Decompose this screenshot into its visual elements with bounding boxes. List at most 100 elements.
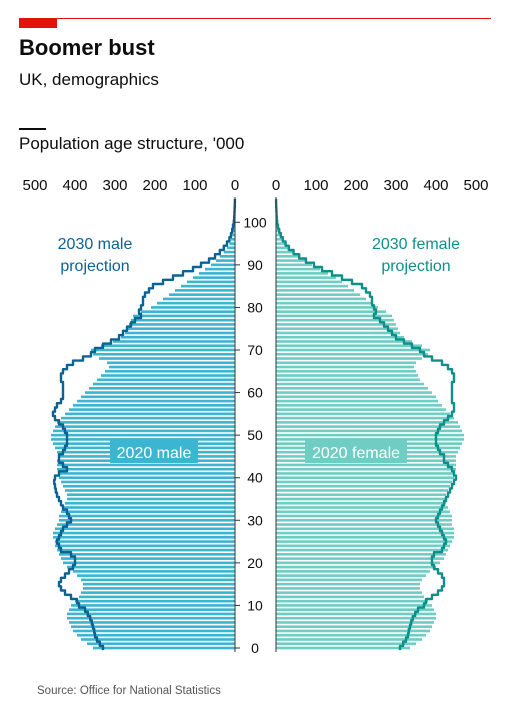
female-2020-bar <box>276 374 418 377</box>
female-2020-bar <box>276 570 430 573</box>
x-tick-label: 0 <box>231 177 239 194</box>
female-2030-label: 2030 female <box>372 236 460 253</box>
female-2020-bar <box>276 276 336 279</box>
male-2020-bar <box>65 489 235 492</box>
female-2020-bar <box>276 595 424 599</box>
x-tick-label: 500 <box>22 177 47 194</box>
source-note: Source: Office for National Statistics <box>37 685 221 697</box>
age-tick-label: 0 <box>251 640 259 656</box>
female-2020-bar <box>276 497 446 501</box>
female-2020-bar <box>276 289 354 292</box>
male-2020-label: 2020 male <box>117 445 192 462</box>
female-2020-bar <box>276 323 396 326</box>
male-2020-bar <box>233 225 235 228</box>
male-2030-label: 2030 male <box>58 236 133 253</box>
female-2020-bar <box>276 272 328 275</box>
male-2020-bar <box>59 472 235 475</box>
male-2020-bar <box>211 263 235 267</box>
female-2020-bar <box>276 386 428 390</box>
female-2020-bar <box>276 527 454 531</box>
female-2020-bar <box>276 646 410 650</box>
male-2020-bar <box>199 272 235 275</box>
female-2020-bar <box>276 433 464 437</box>
female-2030-projection-line <box>274 198 458 651</box>
female-2020-bar <box>276 472 454 475</box>
male-2020-bar <box>157 301 235 305</box>
male-2020-bar <box>67 565 235 569</box>
age-tick-label: 80 <box>247 299 263 315</box>
female-2020-bar <box>276 293 360 296</box>
male-2020-bar <box>175 289 235 292</box>
female-2020-bar <box>276 621 434 624</box>
male-2020-bar <box>133 314 235 318</box>
female-2020-label-bg <box>305 440 407 463</box>
male-2020-bar <box>59 518 235 522</box>
male-2020-bar <box>69 621 235 624</box>
female-2020-bar <box>276 391 432 394</box>
male-2020-bar <box>89 386 235 390</box>
female-2020-bar <box>276 280 342 284</box>
female-2020-bar <box>276 352 428 356</box>
female-2020-label: 2020 female <box>312 445 400 462</box>
male-2020-bar <box>121 335 235 339</box>
male-2020-bar <box>85 391 235 394</box>
female-2020-bar <box>276 408 446 411</box>
male-2020-bar <box>109 365 235 369</box>
female-2020-bar <box>276 318 394 322</box>
female-2020-bar <box>276 531 454 535</box>
female-2020-bar <box>276 340 412 343</box>
female-2020-bar <box>276 544 450 548</box>
male-2020-bar <box>81 395 235 399</box>
page-title: Boomer bust <box>19 35 155 60</box>
male-2020-bar <box>53 535 235 539</box>
female-2020-bar <box>276 638 422 641</box>
male-2020-bar <box>91 348 235 352</box>
female-2020-bar <box>276 229 280 233</box>
male-2020-bar <box>181 284 235 288</box>
male-2020-bar <box>59 476 235 480</box>
male-2020-bar <box>55 527 235 531</box>
female-2020-bar <box>276 604 432 607</box>
male-2020-bar <box>71 604 235 607</box>
male-2020-bar <box>57 421 235 424</box>
male-2020-bar <box>61 510 235 514</box>
female-2020-bar <box>276 591 422 594</box>
female-2020-bar <box>276 233 281 237</box>
male-2020-bar <box>57 548 235 552</box>
female-2020-bar <box>276 297 366 301</box>
female-2020-bar <box>276 467 456 471</box>
female-2020-bar <box>276 250 294 254</box>
male-2020-bar <box>101 344 235 348</box>
female-2020-bar <box>276 489 448 492</box>
female-2020-bar <box>276 438 464 441</box>
female-2020-bar <box>276 284 348 288</box>
female-2020-bar <box>276 599 428 603</box>
male-2020-bar <box>125 331 235 335</box>
female-2020-bar <box>276 514 452 518</box>
chart-title: Population age structure, '000 <box>19 134 245 153</box>
male-2020-bar <box>63 506 235 509</box>
male-2020-bar <box>67 497 235 501</box>
female-2020-bar <box>276 361 416 365</box>
male-2020-bar <box>63 561 235 565</box>
female-2020-bar <box>276 416 454 420</box>
female-2020-bar <box>276 242 286 245</box>
female-2020-bar <box>276 625 432 629</box>
x-tick-label: 100 <box>182 177 207 194</box>
male-2020-bar <box>69 608 235 612</box>
male-2020-bar <box>51 438 235 441</box>
female-2020-bar <box>276 557 444 560</box>
male-2020-bar <box>61 416 235 420</box>
female-2020-bar <box>276 523 452 526</box>
female-2020-bar <box>276 633 426 637</box>
male-2020-bar <box>131 318 235 322</box>
male-2020-label-bg <box>110 440 198 463</box>
female-2020-bar <box>276 582 420 586</box>
male-2020-bar <box>193 276 235 279</box>
male-2020-bar <box>67 616 235 620</box>
female-2020-bar <box>276 561 440 565</box>
male-2020-bar <box>97 378 235 382</box>
age-tick-label: 100 <box>243 214 267 230</box>
female-2030-label: projection <box>381 258 450 275</box>
female-2020-bar <box>276 378 420 382</box>
